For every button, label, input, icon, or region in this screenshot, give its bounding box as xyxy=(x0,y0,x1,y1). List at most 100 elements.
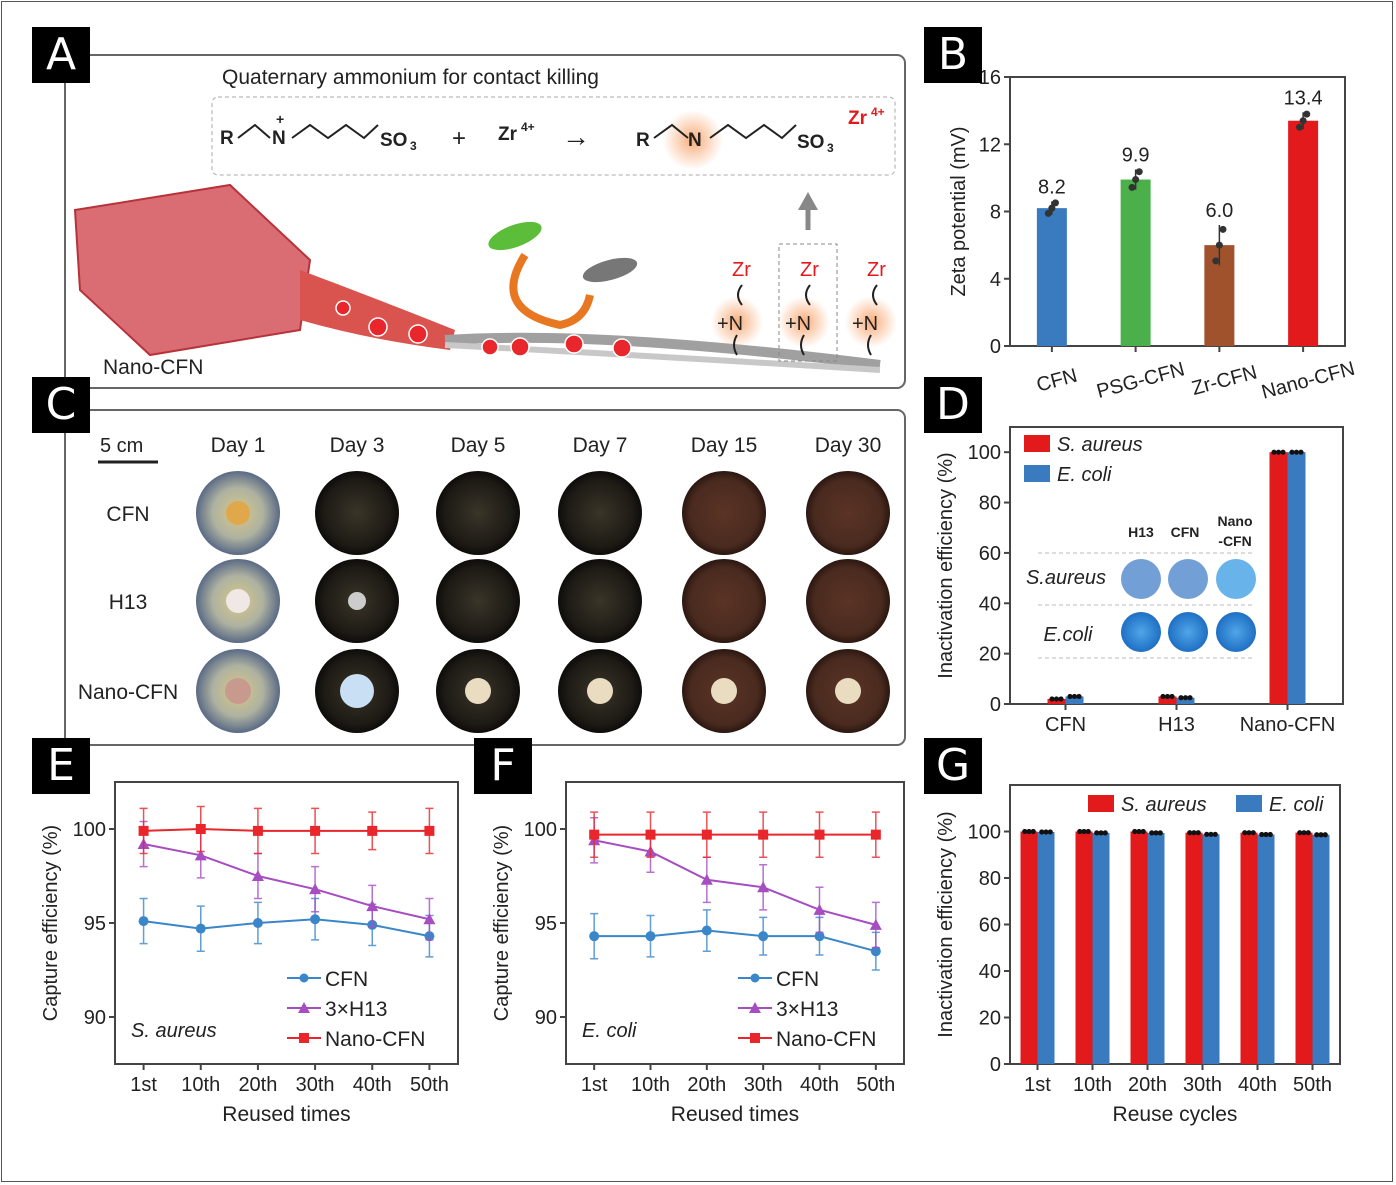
data-point xyxy=(1076,693,1082,700)
bar-s-aureus xyxy=(1075,831,1093,1064)
series-line-cfn xyxy=(143,918,430,938)
day-column-header: Day 7 xyxy=(573,434,628,457)
legend-label: S. aureus xyxy=(1121,794,1207,816)
bar-e-coli xyxy=(1202,834,1220,1064)
y-tick-label: 40 xyxy=(979,961,1001,983)
data-point xyxy=(1271,449,1277,455)
legend-label: E. coli xyxy=(1057,464,1112,486)
data-point xyxy=(367,825,378,836)
data-point xyxy=(1242,830,1248,836)
data-point xyxy=(1039,829,1045,835)
y-tick-label: 8 xyxy=(990,202,1001,224)
data-point xyxy=(814,829,825,840)
legend-label: Nano-CFN xyxy=(776,1028,876,1051)
data-label: 6.0 xyxy=(1205,200,1233,222)
reaction-scheme: R N + SO 3 + Zr 4+ → R N SO 3 Zr 4+ xyxy=(220,105,885,170)
data-point xyxy=(1314,832,1320,838)
data-point xyxy=(1212,831,1218,837)
data-point xyxy=(1301,830,1307,836)
data-point xyxy=(1022,828,1028,835)
legend-marker xyxy=(750,973,760,983)
y-tick-label: 20 xyxy=(979,1008,1001,1030)
svg-text:3: 3 xyxy=(410,139,417,153)
x-tick-label: PSG-CFN xyxy=(1094,358,1187,403)
svg-text:Zr: Zr xyxy=(848,108,868,129)
legend-swatch xyxy=(1088,795,1114,812)
data-point xyxy=(1132,828,1138,835)
data-point xyxy=(1081,828,1087,835)
legend-swatch xyxy=(1024,465,1050,482)
petri-dish xyxy=(436,559,520,643)
bar-s-aureus xyxy=(1130,831,1148,1064)
data-point xyxy=(1289,449,1295,455)
data-point xyxy=(1043,829,1049,835)
data-point xyxy=(1208,831,1214,837)
x-tick-label: 40th xyxy=(353,1074,392,1096)
legend-swatch xyxy=(1024,435,1050,452)
sample-disc xyxy=(465,678,491,704)
bar-e-coli xyxy=(1147,832,1165,1064)
bar-s-aureus xyxy=(1240,832,1258,1064)
data-point xyxy=(1085,828,1091,835)
panel-label-e: E xyxy=(32,738,90,794)
data-point xyxy=(424,825,435,836)
data-point xyxy=(1187,830,1193,836)
y-axis-label: Inactivation efficiency (%) xyxy=(935,452,957,678)
svg-text:SO: SO xyxy=(380,130,407,151)
data-point xyxy=(1136,828,1142,835)
x-tick-label: Nano-CFN xyxy=(1240,714,1336,736)
y-tick-label: 100 xyxy=(524,819,557,841)
data-point xyxy=(1157,830,1163,836)
series-line-3-h13 xyxy=(593,839,877,926)
data-point xyxy=(1182,695,1189,701)
legend-label: E. coli xyxy=(1269,794,1324,816)
legend-swatch xyxy=(1236,795,1262,812)
sample-disc xyxy=(226,589,250,613)
series-line-nano-cfn xyxy=(143,827,430,832)
data-point xyxy=(1303,110,1311,118)
data-point xyxy=(645,931,656,942)
svg-text:R: R xyxy=(636,130,650,151)
legend-label: 3×H13 xyxy=(776,998,838,1021)
y-tick-label: 60 xyxy=(979,543,1001,565)
data-point xyxy=(1098,830,1104,836)
legend-marker xyxy=(298,1002,310,1013)
data-point xyxy=(589,829,600,840)
svg-text:+N: +N xyxy=(852,313,878,335)
y-tick-label: 100 xyxy=(73,819,106,841)
panel-label-g: G xyxy=(924,738,982,794)
legend-marker xyxy=(750,1033,760,1043)
day-column-header: Day 3 xyxy=(330,434,385,457)
data-point xyxy=(1299,117,1307,125)
x-tick-label: 10th xyxy=(181,1074,220,1096)
data-point xyxy=(1169,693,1175,700)
chart-panel-d: 0 20 40 60 80 100 Inactivation efficiency (%) C… xyxy=(935,426,1344,736)
svg-text:4+: 4+ xyxy=(871,105,885,119)
x-tick-label: 30th xyxy=(1183,1074,1222,1096)
legend-marker xyxy=(299,1033,309,1043)
inset-column-header: -CFN xyxy=(1218,533,1251,549)
day-column-header: Day 15 xyxy=(691,434,758,457)
chart-panel-b: 0 4 8 12 16 Zeta potential (mV) CFN PSG-CFN Zr-C… xyxy=(948,67,1357,404)
x-tick-label: 20th xyxy=(687,1074,726,1096)
x-tick-label: H13 xyxy=(1158,714,1195,736)
data-point xyxy=(1053,696,1060,702)
x-axis-label: Reuse cycles xyxy=(1113,1103,1238,1126)
x-tick-label: 10th xyxy=(631,1074,670,1096)
bar-e-coli xyxy=(1092,832,1110,1064)
data-point xyxy=(645,829,656,840)
y-tick-label: 90 xyxy=(84,1007,106,1029)
legend-marker xyxy=(749,1002,761,1013)
bar xyxy=(1120,179,1151,346)
chart-panel-f: 90 95 100 Capture efficiency (%) Reused time… xyxy=(491,781,905,1126)
data-point xyxy=(870,829,881,840)
material-label: Nano-CFN xyxy=(103,356,203,379)
legend-label: CFN xyxy=(325,968,368,991)
data-point xyxy=(1296,123,1304,131)
data-point xyxy=(1297,830,1303,836)
petri-dish xyxy=(806,471,890,555)
data-point xyxy=(1102,830,1108,836)
data-point xyxy=(814,931,825,942)
